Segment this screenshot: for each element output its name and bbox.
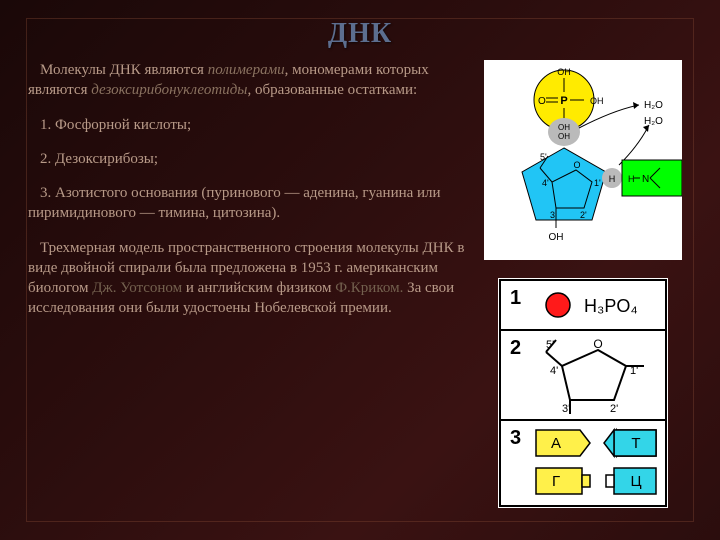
legend-3p: 3' xyxy=(562,403,570,415)
base-a xyxy=(536,430,590,456)
legend-1p: 1' xyxy=(630,365,638,377)
legend-o: O xyxy=(593,337,602,351)
intro-text-3: , образованные остатками: xyxy=(247,82,417,98)
legend-row3-num: 3 xyxy=(510,427,521,449)
phosphate-p: P xyxy=(560,95,567,107)
intro-em-1: полимерами xyxy=(208,62,285,78)
name-watson: Дж. Уотсоном xyxy=(92,280,182,296)
base-n: N xyxy=(642,174,649,185)
legend-row1-num: 1 xyxy=(510,287,521,309)
sugar-1p: 1' xyxy=(594,178,601,188)
nucleotide-svg: OH O P OH OH OH H₂O xyxy=(484,60,682,260)
sugar-oh-bottom: OH xyxy=(549,232,564,243)
list-item-2: 2. Дезоксирибозы; xyxy=(28,149,475,169)
base-h: H xyxy=(628,174,635,184)
legend-svg: 1 H₃PO₄ 2 5' 4' 3' 2' 1' xyxy=(498,278,668,508)
intro-em-2: дезоксирибонуклеотиды xyxy=(91,82,247,98)
linker-oh1: OH xyxy=(558,123,570,132)
base-g-label: Г xyxy=(552,473,560,490)
phosphate-o: O xyxy=(538,96,546,107)
slide-title: ДНК xyxy=(28,18,692,50)
phosphate-oh-top: OH xyxy=(557,67,571,77)
intro-text-1: Молекулы ДНК являются xyxy=(40,62,208,78)
slide-root: ДНК Молекулы ДНК являются полимерами, мо… xyxy=(0,0,720,540)
sugar-2p: 2' xyxy=(580,210,587,220)
sugar-o: O xyxy=(573,160,580,170)
content-row: Молекулы ДНК являются полимерами, мономе… xyxy=(28,60,692,508)
base-t-label: Т xyxy=(631,435,640,452)
legend-row2-num: 2 xyxy=(510,337,521,359)
sugar-5p: 5' xyxy=(540,152,547,162)
legend-diagram: 1 H₃PO₄ 2 5' 4' 3' 2' 1' xyxy=(498,278,668,508)
name-crick: Ф.Криком. xyxy=(335,280,403,296)
base-a-label: А xyxy=(551,435,561,452)
legend-5p: 5' xyxy=(546,339,554,351)
legend-4p: 4' xyxy=(550,365,558,377)
water-1: H₂O xyxy=(644,100,663,111)
nucleotide-diagram: OH O P OH OH OH H₂O xyxy=(484,60,682,260)
intro-paragraph: Молекулы ДНК являются полимерами, мономе… xyxy=(28,60,475,101)
water-2: H₂O xyxy=(644,116,663,127)
p2-b: и английским физиком xyxy=(182,280,335,296)
diagram-column: OH O P OH OH OH H₂O xyxy=(483,60,683,508)
linker-h: H xyxy=(609,174,616,184)
legend-phosphate-icon xyxy=(546,293,570,317)
list-item-1: 1. Фосфорной кислоты; xyxy=(28,115,475,135)
base-c-label: Ц xyxy=(630,473,641,490)
legend-row1-label: H₃PO₄ xyxy=(584,296,638,316)
legend-2p: 2' xyxy=(610,403,618,415)
linker-oh2: OH xyxy=(558,132,570,141)
list-item-3: 3. Азотистого основания (пуринового — ад… xyxy=(28,183,475,224)
paragraph-2: Трехмерная модель пространственного стро… xyxy=(28,238,475,319)
text-column: Молекулы ДНК являются полимерами, мономе… xyxy=(28,60,483,508)
sugar-4p: 4' xyxy=(542,178,549,188)
phosphate-oh-r: OH xyxy=(590,96,604,106)
